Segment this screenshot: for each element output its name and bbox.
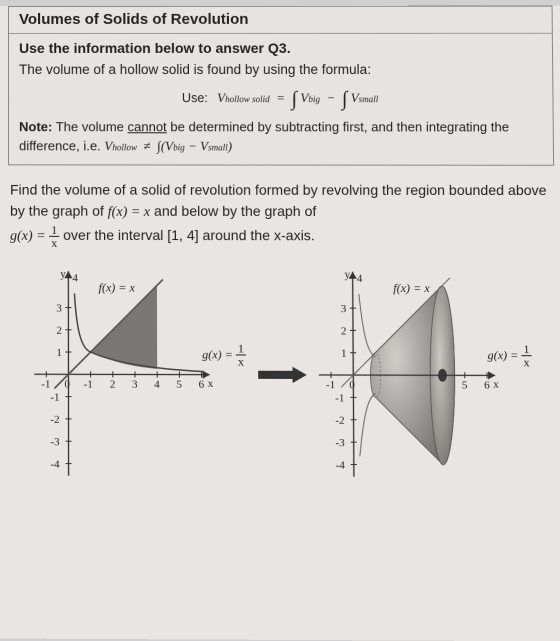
graph-right: y 4 x -1 0 5 6 1 2 3 -1 -2 -3 -4 f(x) = … (314, 263, 537, 487)
title-row: Volumes of Solids of Revolution (9, 7, 552, 34)
gx-flare-top (359, 294, 376, 357)
note-row: Note: The volume cannot be determined by… (19, 117, 543, 157)
v-small: Vsmall (351, 90, 379, 105)
graph-left: y 4 x -1 0 -1 2 3 4 5 6 1 2 3 -1 (30, 263, 250, 487)
question-block: Find the volume of a solid of revolution… (10, 179, 553, 250)
svg-text:-3: -3 (50, 436, 60, 448)
svg-text:0: 0 (64, 378, 70, 390)
graph-left-svg: y 4 x -1 0 -1 2 3 4 5 6 1 2 3 -1 (30, 263, 250, 487)
v-big: Vbig (300, 90, 320, 105)
svg-text:x: x (208, 378, 214, 390)
svg-text:-4: -4 (50, 458, 60, 470)
svg-text:x: x (493, 378, 499, 390)
svg-text:2: 2 (56, 325, 62, 337)
svg-text:y: y (60, 268, 66, 280)
note-label: Note: (19, 119, 52, 134)
svg-text:-1: -1 (41, 378, 50, 390)
svg-text:4: 4 (357, 273, 363, 285)
section-title: Volumes of Solids of Revolution (19, 11, 248, 28)
svg-text:-2: -2 (50, 414, 59, 426)
svg-text:5: 5 (462, 379, 468, 391)
note-text-1: The volume (52, 119, 127, 134)
not-equal: ≠ (144, 138, 151, 153)
svg-text:2: 2 (110, 378, 116, 390)
cannot-word: cannot (128, 119, 167, 134)
fx-label: f(x) = x (99, 280, 136, 294)
fx-label-r: f(x) = x (393, 281, 430, 295)
gx-expr: g(x) = (10, 229, 49, 244)
one-over-x: 1x (49, 224, 59, 249)
svg-text:-3: -3 (335, 437, 345, 449)
inequality-formula: Vhollow ≠ ∫(Vbig − Vsmall) (104, 138, 232, 153)
integral-icon: ∫ (291, 88, 297, 111)
svg-text:1: 1 (341, 348, 347, 360)
fx-expr: f(x) = x (108, 205, 150, 220)
svg-text:3: 3 (56, 302, 62, 314)
info-box: Volumes of Solids of Revolution Use the … (8, 6, 554, 166)
page: Volumes of Solids of Revolution Use the … (0, 6, 560, 641)
svg-text:6: 6 (484, 379, 490, 391)
gx-flare-bot (359, 393, 376, 456)
equals: = (276, 90, 285, 105)
svg-text:3: 3 (132, 378, 138, 390)
svg-text:-1: -1 (335, 392, 344, 404)
formula-main: Use: Vhollow solid = ∫ Vbig − ∫ Vsmall (19, 88, 542, 111)
svg-text:6: 6 (199, 379, 205, 391)
formula-lhs: Vhollow solid (217, 90, 270, 105)
svg-text:-1: -1 (50, 391, 59, 403)
minus: − (326, 90, 335, 105)
svg-text:-4: -4 (336, 459, 346, 471)
svg-text:-1: -1 (84, 378, 93, 390)
svg-text:4: 4 (154, 379, 160, 391)
use-label: Use: (182, 91, 208, 105)
svg-text:0: 0 (349, 379, 355, 391)
instruction: Use the information below to answer Q3. (19, 40, 542, 56)
gx-label-left: g(x) = 1x (202, 342, 246, 367)
svg-text:3: 3 (341, 303, 347, 315)
gx-label-right: g(x) = 1x (487, 343, 531, 369)
svg-text:y: y (345, 269, 351, 281)
arrow-icon (256, 366, 309, 384)
svg-text:2: 2 (341, 325, 347, 337)
svg-text:-1: -1 (326, 379, 335, 391)
svg-text:1: 1 (56, 347, 62, 359)
arrow-between (256, 365, 309, 385)
svg-text:5: 5 (176, 379, 182, 391)
graphs-row: y 4 x -1 0 -1 2 3 4 5 6 1 2 3 -1 (0, 263, 560, 488)
svg-text:4: 4 (72, 272, 78, 284)
intro-text: The volume of a hollow solid is found by… (19, 60, 542, 80)
graph-right-svg: y 4 x -1 0 5 6 1 2 3 -1 -2 -3 -4 f(x) = … (314, 263, 537, 487)
integral-icon-2: ∫ (342, 88, 348, 111)
svg-text:-2: -2 (335, 415, 344, 427)
question-text: Find the volume of a solid of revolution… (10, 179, 553, 250)
